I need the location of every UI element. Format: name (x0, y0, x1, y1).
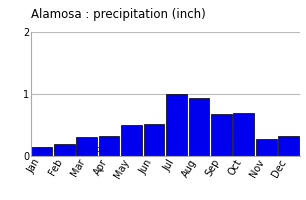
Bar (256, 139, 277, 156)
Bar (278, 136, 299, 156)
Bar (76, 137, 97, 156)
Bar (54, 144, 75, 156)
Bar (144, 124, 164, 156)
Bar (211, 114, 232, 156)
Bar (233, 113, 254, 156)
Bar (121, 125, 142, 156)
Bar (166, 94, 187, 156)
Text: Alamosa : precipitation (inch): Alamosa : precipitation (inch) (31, 8, 205, 21)
Bar (188, 98, 209, 156)
Text: www.allmetsat.com: www.allmetsat.com (33, 145, 108, 154)
Bar (99, 136, 119, 156)
Bar (32, 147, 52, 156)
